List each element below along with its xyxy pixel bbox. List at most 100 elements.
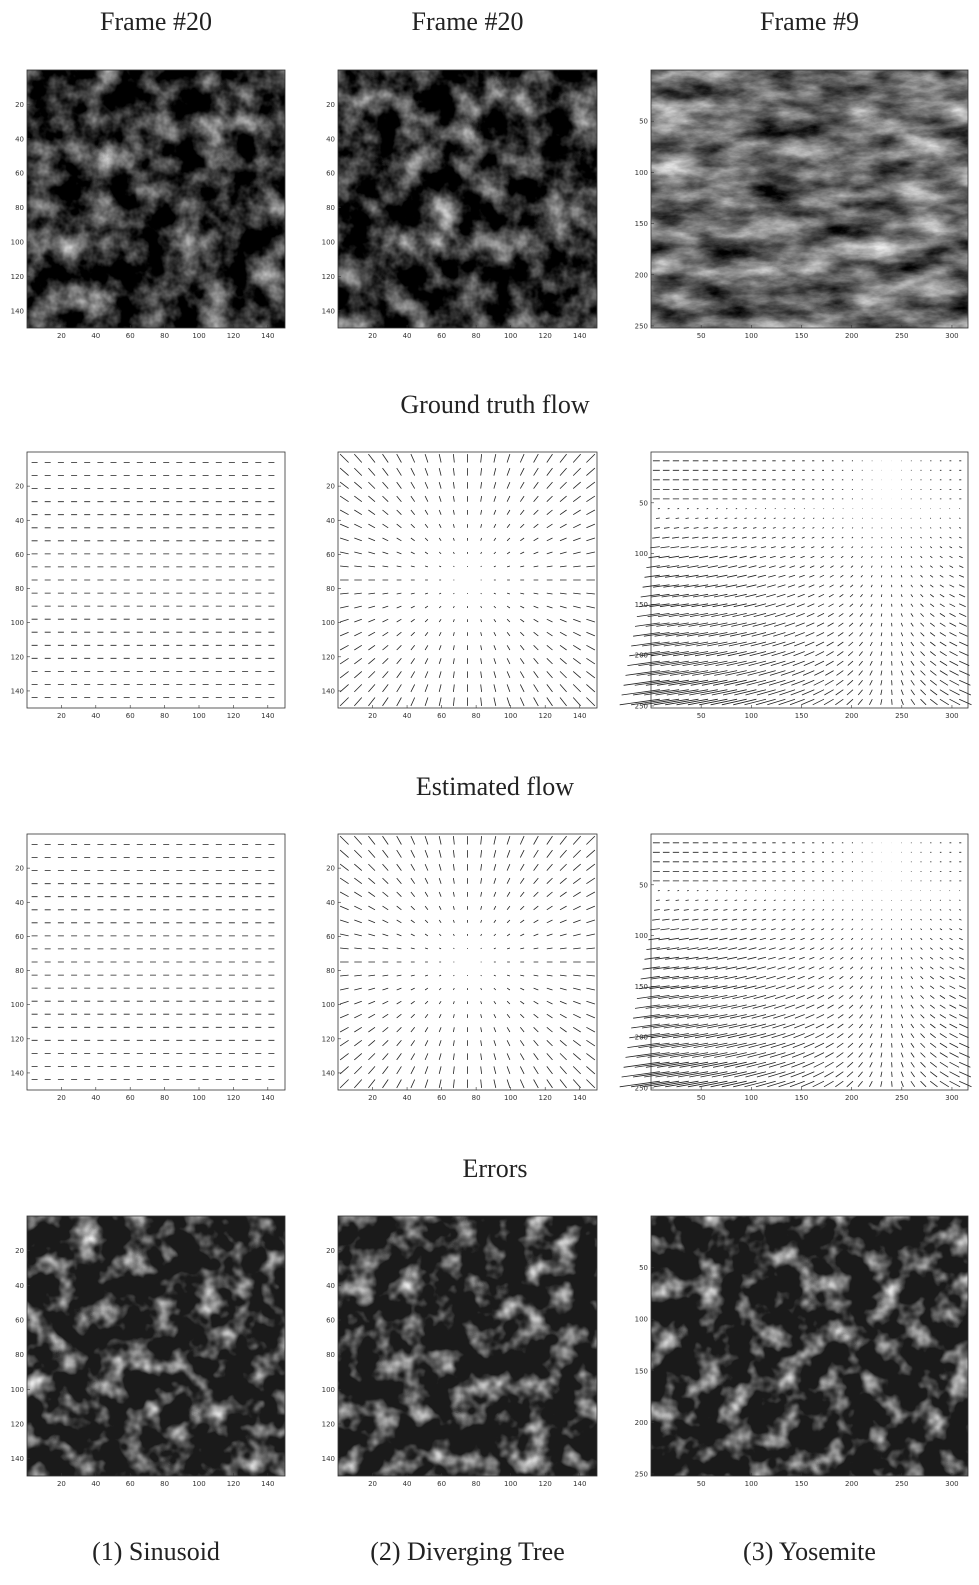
- y-tick-label: 40: [15, 1282, 24, 1290]
- x-tick-label: 40: [403, 332, 412, 340]
- panel: 5010015020025030050100150200250: [620, 452, 972, 720]
- panel-bg: [338, 834, 597, 1090]
- y-tick-label: 200: [635, 271, 648, 279]
- x-tick-label: 200: [845, 712, 858, 720]
- y-tick-label: 50: [639, 118, 648, 126]
- y-tick-label: 200: [635, 1419, 648, 1427]
- y-tick-label: 120: [11, 1421, 24, 1429]
- x-tick-label: 60: [437, 332, 446, 340]
- y-tick-label: 200: [635, 652, 648, 660]
- y-tick-label: 150: [635, 601, 648, 609]
- x-tick-label: 120: [539, 1480, 552, 1488]
- x-tick-label: 40: [91, 1480, 100, 1488]
- panel-texture: [27, 1216, 285, 1476]
- y-tick-label: 100: [322, 239, 335, 247]
- y-tick-label: 120: [322, 653, 335, 661]
- x-tick-label: 300: [945, 1480, 958, 1488]
- y-tick-label: 120: [11, 653, 24, 661]
- x-tick-label: 60: [437, 1480, 446, 1488]
- caption: (2) Diverging Tree: [370, 1537, 565, 1566]
- x-tick-label: 120: [227, 712, 240, 720]
- y-tick-label: 140: [11, 687, 24, 695]
- x-tick-label: 60: [437, 1094, 446, 1102]
- y-tick-label: 100: [322, 1001, 335, 1009]
- y-tick-label: 100: [635, 932, 648, 940]
- y-tick-label: 60: [15, 933, 24, 941]
- y-tick-label: 40: [326, 899, 335, 907]
- y-tick-label: 140: [322, 687, 335, 695]
- y-tick-label: 140: [322, 1455, 335, 1463]
- y-tick-label: 20: [326, 483, 335, 491]
- x-tick-label: 80: [160, 1480, 169, 1488]
- y-tick-label: 100: [11, 1386, 24, 1394]
- x-tick-label: 140: [573, 332, 586, 340]
- y-tick-label: 80: [15, 204, 24, 212]
- x-tick-label: 60: [126, 712, 135, 720]
- x-tick-label: 300: [945, 1094, 958, 1102]
- y-tick-label: 60: [326, 933, 335, 941]
- y-tick-label: 140: [11, 1069, 24, 1077]
- x-tick-label: 40: [403, 712, 412, 720]
- y-tick-label: 140: [11, 1455, 24, 1463]
- y-tick-label: 40: [326, 517, 335, 525]
- y-tick-label: 150: [635, 1367, 648, 1375]
- x-tick-label: 80: [160, 1094, 169, 1102]
- y-tick-label: 200: [635, 1034, 648, 1042]
- x-tick-label: 140: [261, 1480, 274, 1488]
- x-tick-label: 200: [845, 1480, 858, 1488]
- y-tick-label: 120: [322, 273, 335, 281]
- figure: Frame #20(1) SinusoidFrame #20(2) Diverg…: [0, 0, 979, 1585]
- x-tick-label: 120: [227, 1480, 240, 1488]
- caption: (3) Yosemite: [743, 1537, 876, 1566]
- column-header: Frame #9: [760, 7, 859, 36]
- x-tick-label: 140: [261, 1094, 274, 1102]
- x-tick-label: 80: [472, 1480, 481, 1488]
- x-tick-label: 250: [895, 712, 908, 720]
- x-tick-label: 120: [539, 332, 552, 340]
- x-tick-label: 20: [57, 712, 66, 720]
- y-tick-label: 40: [15, 517, 24, 525]
- y-tick-label: 60: [326, 1317, 335, 1325]
- y-tick-label: 80: [326, 204, 335, 212]
- panel-texture: [27, 70, 285, 328]
- x-tick-label: 80: [160, 332, 169, 340]
- y-tick-label: 40: [326, 1282, 335, 1290]
- x-tick-label: 140: [573, 712, 586, 720]
- row-title: Ground truth flow: [400, 390, 589, 419]
- x-tick-label: 100: [192, 332, 205, 340]
- caption: (1) Sinusoid: [92, 1537, 220, 1566]
- x-tick-label: 100: [192, 1094, 205, 1102]
- x-tick-label: 150: [795, 1480, 808, 1488]
- x-tick-label: 120: [539, 712, 552, 720]
- y-tick-label: 20: [15, 865, 24, 873]
- y-tick-label: 120: [322, 1421, 335, 1429]
- x-tick-label: 80: [160, 712, 169, 720]
- x-tick-label: 200: [845, 332, 858, 340]
- y-tick-label: 80: [15, 585, 24, 593]
- y-tick-label: 50: [639, 499, 648, 507]
- x-tick-label: 300: [945, 712, 958, 720]
- x-tick-label: 40: [91, 332, 100, 340]
- y-tick-label: 100: [635, 1316, 648, 1324]
- y-tick-label: 60: [15, 1317, 24, 1325]
- panel-bg: [338, 452, 597, 708]
- y-tick-label: 80: [326, 585, 335, 593]
- panel-texture: [338, 1216, 597, 1476]
- y-tick-label: 20: [326, 865, 335, 873]
- y-tick-label: 50: [639, 1264, 648, 1272]
- y-tick-label: 80: [15, 967, 24, 975]
- row-title: Errors: [463, 1154, 528, 1183]
- x-tick-label: 20: [368, 712, 377, 720]
- y-tick-label: 120: [11, 273, 24, 281]
- y-tick-label: 60: [326, 170, 335, 178]
- x-tick-label: 100: [504, 1480, 517, 1488]
- x-tick-label: 300: [945, 332, 958, 340]
- y-tick-label: 140: [322, 1069, 335, 1077]
- y-tick-label: 40: [15, 899, 24, 907]
- x-tick-label: 140: [573, 1480, 586, 1488]
- x-tick-label: 80: [472, 1094, 481, 1102]
- y-tick-label: 140: [11, 307, 24, 315]
